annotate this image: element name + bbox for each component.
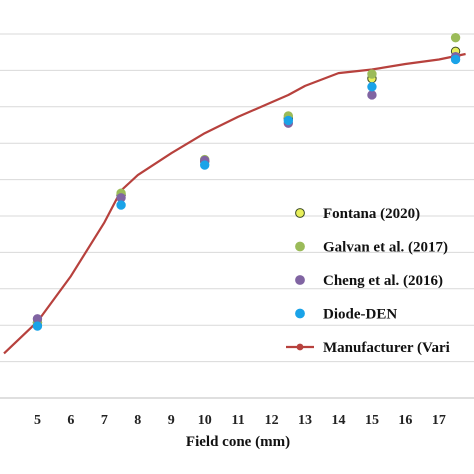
x-tick-label: 13 <box>298 413 312 428</box>
data-point <box>367 90 377 100</box>
x-tick-label: 12 <box>265 413 279 428</box>
x-axis-title: Field cone (mm) <box>186 434 290 450</box>
x-tick-label: 7 <box>101 413 108 428</box>
x-tick-label: 15 <box>365 413 379 428</box>
x-tick-label: 9 <box>168 413 175 428</box>
data-point <box>116 200 126 210</box>
x-tick-label: 5 <box>34 413 41 428</box>
data-point <box>450 32 461 43</box>
legend-label: Cheng et al. (2016) <box>323 273 443 289</box>
legend-marker <box>295 208 305 218</box>
line-series <box>3 52 466 355</box>
data-point <box>367 82 377 92</box>
legend-label: Diode-DEN <box>323 307 397 323</box>
x-tick-label: 17 <box>432 413 446 428</box>
x-tick-label: 14 <box>332 413 346 428</box>
x-tick-label: 16 <box>398 413 412 428</box>
legend-marker <box>295 275 305 285</box>
data-point <box>367 69 377 79</box>
marker-series <box>32 32 461 331</box>
legend-marker <box>296 343 304 351</box>
gridlines <box>0 33 474 399</box>
legend-label: Manufacturer (Vari <box>323 340 450 356</box>
legend-label: Fontana (2020) <box>323 206 420 222</box>
legend-marker <box>295 241 305 252</box>
x-tick-label: 10 <box>198 413 212 428</box>
data-point <box>450 54 461 65</box>
series-line <box>3 52 466 355</box>
legend-label: Galvan et al. (2017) <box>323 240 448 256</box>
x-tick-labels: 5 6 7 8 9 10 11 12 13 14 15 16 17 <box>34 413 446 428</box>
data-point <box>283 115 294 126</box>
legend-marker <box>295 308 305 319</box>
legend: Fontana (2020) Galvan et al. (2017) Cheng … <box>286 206 450 356</box>
x-tick-label: 11 <box>232 413 245 428</box>
x-tick-label: 6 <box>67 413 74 428</box>
data-point <box>32 321 43 331</box>
x-tick-label: 8 <box>134 413 141 428</box>
data-point <box>200 160 210 170</box>
